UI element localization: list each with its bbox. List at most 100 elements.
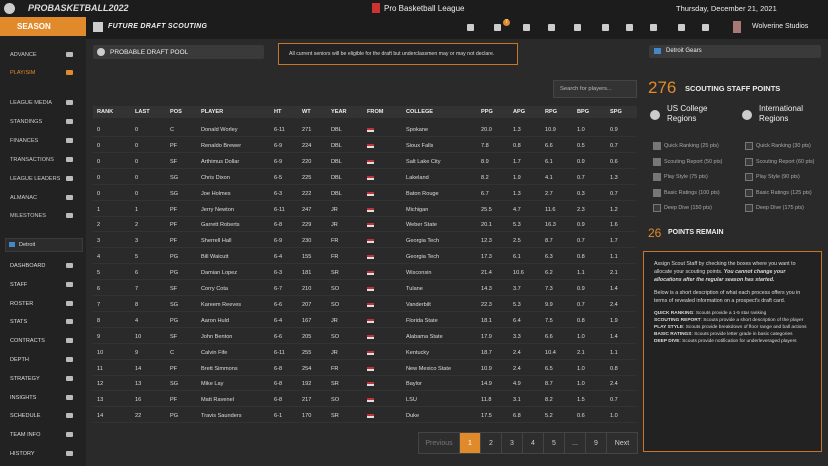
checkbox[interactable] (745, 157, 753, 166)
page-button[interactable]: 1 (459, 432, 481, 454)
checkbox-label[interactable]: Quick Ranking (25 pts) (664, 143, 719, 149)
nav-item[interactable]: DASHBOARD (10, 263, 46, 269)
player-name[interactable]: John Benton (201, 333, 233, 340)
checkbox-label[interactable]: Scouting Report (50 pts) (664, 158, 723, 165)
player-name[interactable]: Jerry Newton (201, 206, 234, 213)
nav-item[interactable]: LEAGUE LEADERS (10, 176, 61, 182)
page-button[interactable]: 9 (585, 432, 607, 454)
checkbox[interactable] (653, 188, 661, 197)
column-header[interactable]: POS (170, 109, 182, 115)
avatar[interactable] (733, 21, 741, 33)
page-button[interactable]: 4 (522, 432, 544, 454)
logo-icon[interactable] (4, 3, 15, 14)
checkbox-label[interactable]: Deep Dive (150 pts) (664, 205, 712, 211)
player-name[interactable]: Corry Cota (201, 286, 229, 292)
toolbar-icon[interactable] (650, 24, 657, 31)
checkbox[interactable] (653, 157, 661, 166)
column-header[interactable]: COLLEGE (406, 109, 434, 115)
column-header[interactable]: LAST (135, 109, 150, 115)
nav-item[interactable]: ROSTER (10, 300, 34, 307)
player-name[interactable]: Travis Saunders (201, 413, 242, 420)
nav-item[interactable]: ADVANCE (10, 52, 37, 58)
player-name[interactable]: Chris Dixon (201, 174, 230, 181)
nav-item[interactable]: TRANSACTIONS (10, 157, 54, 163)
player-name[interactable]: Calvin Fife (201, 349, 228, 356)
player-name[interactable]: Arthimus Dollar (201, 158, 240, 165)
nav-item[interactable]: STAFF (10, 281, 28, 288)
nav-item[interactable]: TEAM INFO (10, 432, 41, 439)
checkbox-label[interactable]: Scouting Report (60 pts) (756, 158, 815, 165)
checkbox[interactable] (745, 204, 753, 212)
checkbox[interactable] (653, 142, 661, 150)
column-header[interactable]: SPG (610, 109, 622, 115)
checkbox[interactable] (653, 173, 661, 181)
player-name[interactable]: Mike Lay (201, 381, 224, 388)
column-header[interactable]: YEAR (331, 109, 347, 115)
nav-item[interactable]: STRATEGY (10, 375, 40, 382)
nav-item[interactable]: HISTORY (10, 451, 35, 457)
toolbar-icon[interactable] (602, 24, 609, 31)
page-button[interactable]: Previous (418, 432, 460, 454)
toolbar-icon[interactable] (494, 24, 501, 31)
player-name[interactable]: Garrett Roberts (201, 222, 240, 229)
column-header[interactable]: BPG (577, 109, 590, 115)
nav-item[interactable]: STATS (10, 319, 28, 326)
nav-item[interactable]: FINANCES (10, 138, 39, 144)
player-name[interactable]: Bill Walcutt (201, 254, 229, 261)
player-name[interactable]: Sherrell Hall (201, 238, 232, 245)
column-header[interactable]: PPG (481, 109, 493, 115)
nav-item[interactable]: STANDINGS (10, 119, 43, 125)
nav-item[interactable]: PLAY/SIM (10, 70, 36, 76)
checkbox-label[interactable]: Quick Ranking (30 pts) (756, 143, 811, 149)
nav-item[interactable]: ALMANAC (10, 195, 38, 201)
team-dropdown[interactable]: Detroit Gears (649, 45, 821, 58)
toolbar-icon[interactable] (678, 24, 685, 31)
toolbar-icon[interactable] (467, 24, 474, 31)
table-cell: 4.7 (513, 206, 521, 213)
search-box[interactable]: Search for players... (553, 80, 637, 98)
column-header[interactable]: APG (513, 109, 526, 115)
toolbar-icon[interactable] (548, 24, 555, 31)
user-name[interactable]: Wolverine Studios (752, 23, 809, 30)
column-header[interactable]: PLAYER (201, 109, 224, 115)
player-name[interactable]: Kareem Reeves (201, 301, 242, 308)
toolbar-icon[interactable] (523, 24, 530, 31)
player-name[interactable]: Donald Worley (201, 127, 238, 133)
checkbox[interactable] (745, 188, 753, 197)
toolbar-icon[interactable] (574, 24, 581, 31)
player-name[interactable]: Aaron Huld (201, 317, 229, 324)
column-header[interactable]: FROM (367, 109, 384, 115)
nav-item[interactable]: DEPTH (10, 357, 29, 363)
page-button[interactable]: ... (564, 432, 586, 454)
checkbox-label[interactable]: Basic Ratings (125 pts) (756, 189, 812, 196)
checkbox[interactable] (745, 142, 753, 150)
page-button[interactable]: 2 (480, 432, 502, 454)
nav-item[interactable]: MILESTONES (10, 213, 46, 219)
checkbox-label[interactable]: Play Style (75 pts) (664, 174, 708, 180)
toolbar-icon[interactable] (626, 24, 633, 31)
checkbox-label[interactable]: Deep Dive (175 pts) (756, 205, 804, 211)
player-name[interactable]: Matt Ravenel (201, 397, 234, 404)
player-name[interactable]: Joe Holmes (201, 190, 231, 197)
checkbox[interactable] (653, 204, 661, 212)
checkbox-label[interactable]: Play Style (90 pts) (756, 174, 800, 180)
column-header[interactable]: RANK (97, 109, 114, 115)
nav-item[interactable]: CONTRACTS (10, 338, 45, 345)
nav-item[interactable]: LEAGUE MEDIA (10, 100, 52, 106)
pool-select[interactable]: PROBABLE DRAFT POOL (93, 45, 264, 59)
page-button[interactable]: 3 (501, 432, 523, 454)
column-header[interactable]: HT (274, 109, 282, 115)
column-header[interactable]: RPG (545, 109, 558, 115)
page-button[interactable]: 5 (543, 432, 565, 454)
player-name[interactable]: Damian Lopez (201, 270, 238, 277)
nav-item[interactable]: INSIGHTS (10, 394, 37, 401)
player-name[interactable]: Renaldo Brewer (201, 142, 242, 149)
player-name[interactable]: Brett Simmons (201, 365, 238, 372)
page-button[interactable]: Next (606, 432, 638, 454)
checkbox[interactable] (745, 173, 753, 181)
column-header[interactable]: WT (302, 109, 311, 115)
toolbar-icon[interactable] (702, 24, 709, 31)
nav-item[interactable]: SCHEDULE (10, 413, 41, 420)
team-select[interactable]: Detroit (5, 238, 83, 252)
checkbox-label[interactable]: Basic Ratings (100 pts) (664, 189, 720, 196)
